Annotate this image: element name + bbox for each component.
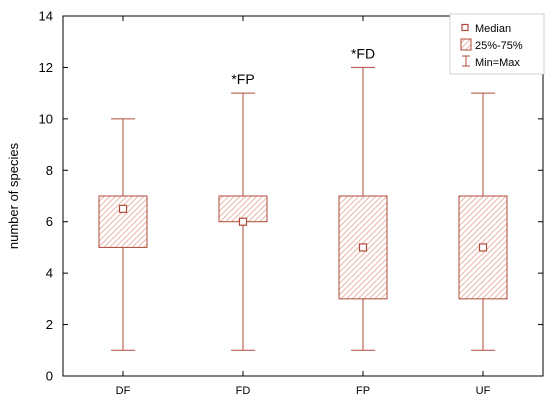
y-tick-label: 2 (46, 317, 53, 332)
x-axis-ticks: DF FD FP UF (116, 16, 491, 397)
legend-median-label: Median (475, 23, 511, 35)
box-fd (218, 92, 268, 351)
boxes (98, 66, 508, 351)
legend-box-swatch (460, 38, 472, 51)
x-tick-label: FD (236, 385, 251, 397)
median-marker (238, 217, 248, 226)
box-uf (458, 92, 508, 351)
x-tick-label: FP (356, 385, 370, 397)
y-tick-label: 6 (46, 214, 53, 229)
significance-annotation: *FP (231, 71, 254, 87)
x-tick-label: DF (116, 385, 131, 397)
median-marker (358, 243, 368, 252)
annotations: *FP *FD (231, 45, 375, 87)
median-marker (118, 204, 128, 213)
y-axis-label: number of species (6, 142, 21, 249)
legend: Median 25%-75% Min=Max (449, 13, 545, 75)
y-axis-ticks: 0 2 4 6 8 10 12 14 (39, 9, 543, 384)
y-tick-label: 4 (46, 266, 53, 281)
significance-annotation: *FD (351, 45, 375, 61)
y-tick-label: 8 (46, 163, 53, 178)
y-tick-label: 10 (39, 111, 53, 126)
plot-frame (62, 15, 544, 377)
legend-box-label: 25%-75% (475, 40, 523, 52)
iqr-box (98, 195, 148, 248)
box-df (98, 118, 148, 351)
plot-area-frame (62, 15, 544, 377)
x-tick-label: UF (476, 385, 491, 397)
legend-median-marker (461, 23, 469, 32)
y-tick-label: 14 (39, 9, 53, 24)
y-tick-label: 12 (39, 60, 53, 75)
legend-whisker-label: Min=Max (475, 57, 520, 69)
iqr-box (218, 195, 268, 223)
median-marker (478, 243, 488, 252)
y-tick-label: 0 (46, 369, 53, 384)
box-fp (338, 66, 388, 351)
